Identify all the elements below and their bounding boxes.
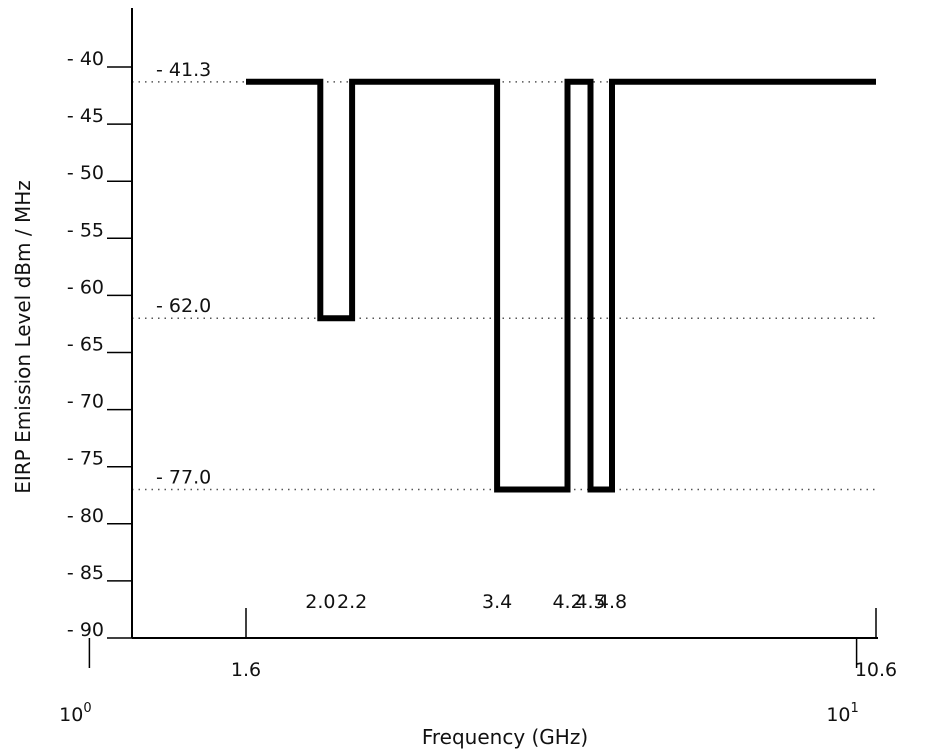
y-tick-label: - 75 — [67, 448, 104, 470]
x-band-label: 3.4 — [482, 591, 512, 613]
x-decade-label: 101 — [826, 701, 858, 726]
x-tick-label: 10.6 — [855, 659, 897, 681]
y-tick-label: - 90 — [67, 619, 104, 641]
y-tick-label: - 45 — [67, 105, 104, 127]
x-ticks: 1.6 10.6 100 101 2.0 2.2 3.4 4.24.54.8 — [59, 591, 897, 726]
y-axis-title: EIRP Emission Level dBm / MHz — [11, 180, 35, 494]
series — [246, 78, 876, 493]
y-tick-label: - 70 — [67, 391, 104, 413]
axis-titles: Frequency (GHz) EIRP Emission Level dBm … — [11, 180, 588, 749]
reference-label: - 77.0 — [156, 467, 211, 489]
reference-lines: - 41.3 - 62.0 - 77.0 — [132, 59, 878, 491]
y-ticks: - 40 - 45 - 50 - 55 - 60 - 65 - 70 - 75 - 80 - 85… — [67, 48, 132, 641]
y-tick-label: - 65 — [67, 334, 104, 356]
x-band-label: 4.8 — [597, 591, 627, 613]
x-axis-title: Frequency (GHz) — [422, 725, 588, 749]
y-tick-label: - 55 — [67, 219, 104, 241]
emission-mask-line — [246, 78, 876, 493]
x-decade-label: 100 — [59, 701, 91, 726]
y-tick-label: - 85 — [67, 562, 104, 584]
axes — [131, 8, 878, 639]
y-tick-label: - 40 — [67, 48, 104, 70]
y-tick-label: - 60 — [67, 276, 104, 298]
x-band-label: 2.0 — [305, 591, 335, 613]
x-band-label: 4.5 — [575, 591, 605, 613]
y-tick-label: - 50 — [67, 162, 104, 184]
x-band-label: 4.2 — [552, 591, 582, 613]
reference-label: - 62.0 — [156, 295, 211, 317]
y-tick-label: - 80 — [67, 505, 104, 527]
x-band-label: 2.2 — [337, 591, 367, 613]
reference-label: - 41.3 — [156, 59, 211, 81]
x-tick-label: 1.6 — [231, 659, 261, 681]
